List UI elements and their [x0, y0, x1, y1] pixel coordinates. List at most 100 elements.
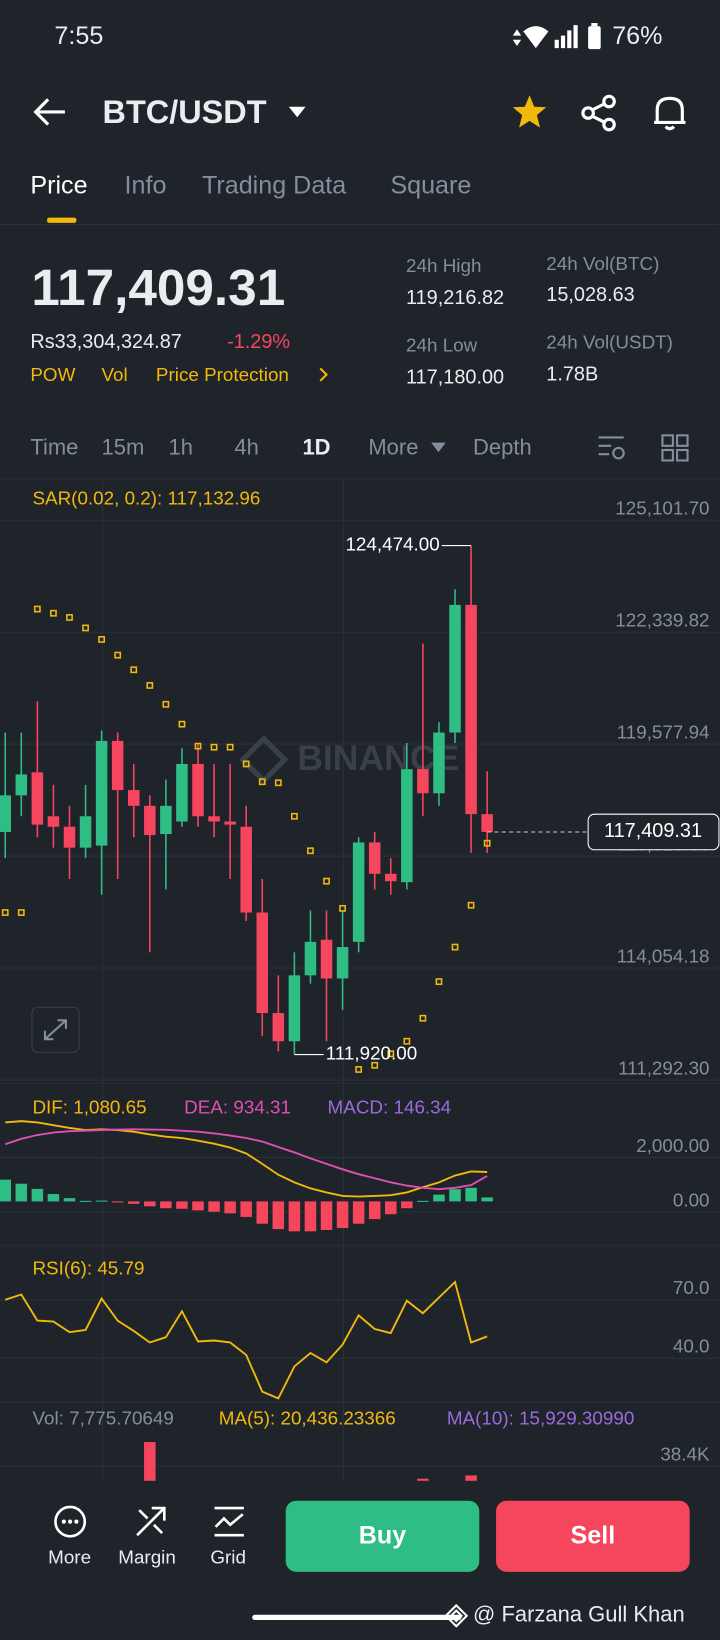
sar-dot [371, 1061, 379, 1069]
candle-body [401, 769, 413, 883]
sar-dot [33, 605, 41, 613]
candle-body [256, 912, 269, 1013]
stat-value: 119,216.82 [406, 287, 505, 310]
macd-bar [63, 1198, 76, 1202]
price-label: 117,409.31 [604, 820, 702, 842]
vol-legend: MA(10): 15,929.30990 [446, 1407, 635, 1429]
sar-dot [290, 812, 298, 820]
macd-bar [31, 1188, 44, 1202]
sar-dot [1, 909, 9, 916]
y-tick-label: 0.00 [673, 1189, 710, 1210]
sar-dot [419, 1014, 427, 1022]
sar-dot [274, 779, 282, 787]
expand-button[interactable] [31, 1006, 80, 1053]
candle-body [144, 805, 156, 836]
rsi-label: RSI(6): 45.79 [32, 1257, 145, 1279]
sar-dot [242, 760, 250, 768]
candle-body [336, 947, 349, 979]
macd-bar [352, 1201, 365, 1224]
macd-bar [15, 1183, 28, 1202]
candle-body [79, 816, 92, 848]
price-box [587, 813, 720, 851]
last-price: 117,409.31 [31, 260, 286, 317]
grid-icon [214, 1506, 244, 1537]
candle-body [368, 842, 381, 874]
tag[interactable]: Price Protection [155, 364, 289, 386]
macd-bar [47, 1194, 60, 1202]
chevron [319, 367, 328, 382]
tag[interactable]: Vol [101, 364, 128, 386]
stat-value: 117,180.00 [406, 366, 505, 389]
macd-bar [481, 1197, 493, 1202]
layout-button[interactable] [660, 433, 689, 462]
nav-label[interactable]: More [48, 1546, 92, 1568]
interval[interactable]: 1h [168, 435, 193, 460]
macd-bar [288, 1201, 301, 1232]
tab[interactable]: Trading Data [201, 171, 347, 200]
home-indicator [252, 1614, 462, 1620]
tab[interactable]: Info [124, 171, 167, 200]
y-tick-label: 122,339.82 [615, 610, 709, 631]
stat-label: 24h High [406, 255, 482, 277]
sell-button[interactable]: Sell [496, 1500, 690, 1572]
candle-body [224, 821, 236, 825]
indicator-settings[interactable] [597, 433, 628, 462]
y-tick-label: 114,054.18 [617, 946, 710, 967]
interval[interactable]: Time [30, 435, 79, 460]
tab[interactable]: Square [390, 171, 472, 200]
tag[interactable]: POW [30, 364, 76, 386]
nav-label[interactable]: Grid [210, 1546, 246, 1568]
sar-dot [226, 743, 234, 751]
buy-button[interactable]: Buy [285, 1500, 480, 1572]
sar-dot [307, 847, 314, 855]
tab[interactable]: Price [30, 171, 88, 200]
macd-bar [256, 1201, 269, 1224]
macd-legend: MACD: 146.34 [327, 1096, 452, 1118]
fiat-price: Rs33,304,324.87 [30, 331, 182, 354]
favorite-star[interactable] [511, 93, 549, 131]
sar-dot [355, 1066, 363, 1073]
y-tick-label: 2,000.00 [636, 1135, 709, 1156]
candle-body [385, 873, 397, 882]
stat-value: 1.78B [546, 363, 599, 386]
macd-bar [144, 1201, 156, 1207]
share-button[interactable] [581, 94, 619, 132]
interval[interactable]: 15m [101, 435, 145, 460]
candle-body [63, 826, 76, 848]
interval[interactable]: Depth [473, 435, 532, 460]
interval[interactable]: More [368, 435, 419, 460]
macd-bar [449, 1189, 461, 1202]
pair-title[interactable]: BTC/USDT [102, 93, 267, 131]
nav-label[interactable]: Margin [118, 1546, 176, 1568]
sar-dot [146, 682, 154, 689]
sar-dot [483, 839, 491, 847]
sar-dot [339, 904, 346, 912]
sar-dot [114, 651, 122, 659]
bottom-bar: More Margin Grid Buy Sell @ Farzana Gull… [0, 1480, 720, 1640]
macd-bar [385, 1201, 397, 1215]
interval[interactable]: 1D [302, 435, 331, 460]
macd-legend: DEA: 934.31 [184, 1096, 292, 1118]
interval[interactable]: 4h [234, 435, 259, 460]
sar-dot [323, 877, 330, 885]
dif-line [5, 1120, 488, 1198]
watermark-logo [239, 735, 289, 785]
rsi-line [4, 1280, 488, 1400]
candle-body [15, 774, 28, 796]
macd-bar [208, 1201, 220, 1212]
alert-button[interactable] [651, 93, 689, 133]
y-tick-label: 70.0 [673, 1277, 710, 1298]
macd-bar [433, 1194, 445, 1202]
candle-body [127, 790, 140, 806]
candle-body [304, 941, 317, 976]
candle-body [240, 826, 252, 913]
candle-body [272, 1012, 285, 1042]
sar-dot [82, 624, 89, 632]
macd-bar [401, 1201, 413, 1209]
sar-dot [435, 978, 443, 986]
credit-logo [444, 1603, 469, 1628]
back-button[interactable] [31, 96, 69, 127]
stat-label: 24h Vol(USDT) [546, 331, 673, 353]
y-tick-label: 38.4K [660, 1444, 710, 1465]
